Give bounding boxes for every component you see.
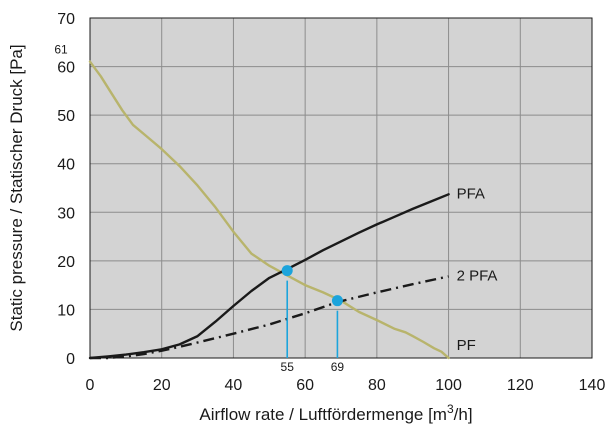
x-tick-label: 80 (368, 377, 386, 394)
series-line-pf (88, 60, 450, 360)
y-axis-title: Static pressure / Statischer Druck [Pa] (7, 44, 26, 331)
series-label: PFA (457, 185, 485, 202)
plot-area (89, 17, 593, 359)
y-tick-label: 30 (57, 205, 75, 222)
series-line-pfa (88, 193, 450, 360)
y-tick-label: 10 (57, 302, 75, 319)
x-axis-title-superscript: 3 (447, 402, 454, 416)
x-tick-label: 0 (86, 377, 95, 394)
y-annotation-label: 61 (54, 43, 68, 57)
x-tick-label: 20 (153, 377, 171, 394)
grid (89, 17, 593, 359)
y-tick-label: 0 (66, 351, 75, 368)
marker-value-label: 55 (281, 360, 295, 374)
x-axis-title-main: Airflow rate / Luftfördermenge [m (199, 405, 447, 424)
series-labels: PF PFA 2 PFA (457, 185, 498, 354)
y-tick-label: 60 (57, 60, 75, 77)
x-tick-label: 40 (225, 377, 243, 394)
plot-frame (89, 17, 593, 359)
markers: 55 69 (281, 265, 345, 374)
series-label: PF (457, 337, 476, 354)
x-tick-label: 140 (579, 377, 606, 394)
y-tick-label: 40 (57, 157, 75, 174)
y-tick-label: 50 (57, 108, 75, 125)
y-tick-label: 20 (57, 254, 75, 271)
y-tick-labels: 0 10 20 30 40 50 60 70 61 (54, 11, 75, 368)
x-tick-label: 100 (435, 377, 462, 394)
y-tick-label: 70 (57, 11, 75, 28)
marker-value-label: 69 (331, 360, 345, 374)
marker-point (331, 295, 343, 307)
x-tick-label: 120 (507, 377, 534, 394)
marker-point (281, 265, 293, 277)
x-axis-title: Airflow rate / Luftfördermenge [m3/h] (199, 402, 472, 424)
series-label: 2 PFA (457, 267, 498, 284)
x-tick-labels: 0 20 40 60 80 100 120 140 (86, 377, 606, 394)
series-lines (88, 60, 450, 360)
x-axis-title-end: /h] (454, 405, 473, 424)
x-tick-label: 60 (296, 377, 314, 394)
